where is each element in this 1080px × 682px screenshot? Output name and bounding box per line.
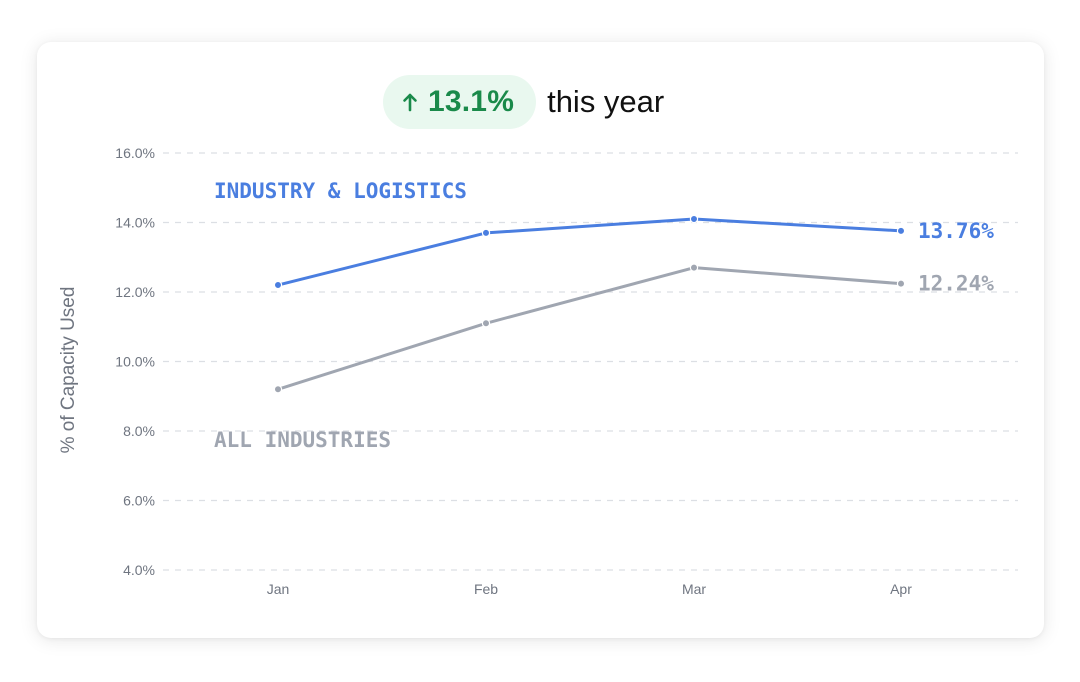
series-line bbox=[276, 217, 903, 287]
data-point bbox=[896, 226, 906, 236]
change-suffix: this year bbox=[547, 84, 665, 119]
y-tick-label: 6.0% bbox=[123, 493, 155, 509]
y-tick-label: 10.0% bbox=[115, 354, 155, 370]
data-point bbox=[689, 263, 699, 272]
y-tick-label: 14.0% bbox=[115, 215, 155, 231]
data-point bbox=[273, 385, 283, 394]
y-tick-label: 8.0% bbox=[123, 423, 155, 439]
data-point bbox=[896, 279, 906, 288]
data-point bbox=[481, 228, 491, 238]
y-tick-label: 12.0% bbox=[115, 284, 155, 300]
data-point bbox=[481, 319, 491, 328]
y-tick-label: 16.0% bbox=[115, 145, 155, 161]
y-axis-label: % of Capacity Used bbox=[58, 287, 79, 454]
x-tick-label: Mar bbox=[682, 581, 706, 597]
end-value-label: 12.24% bbox=[918, 272, 994, 296]
series-name-label: ALL INDUSTRIES bbox=[214, 428, 391, 452]
headline: 13.1% this year bbox=[383, 75, 664, 129]
data-point bbox=[689, 214, 699, 224]
data-point bbox=[273, 280, 283, 290]
series-name-label: INDUSTRY & LOGISTICS bbox=[214, 179, 467, 203]
x-tick-label: Apr bbox=[890, 581, 912, 597]
chart-card bbox=[37, 42, 1044, 638]
x-tick-label: Feb bbox=[474, 581, 498, 597]
change-value: 13.1% bbox=[428, 85, 515, 118]
y-tick-label: 4.0% bbox=[123, 562, 155, 578]
x-tick-label: Jan bbox=[267, 581, 290, 597]
arrow-up-icon bbox=[402, 92, 418, 112]
change-badge: 13.1% bbox=[383, 75, 537, 129]
series-line bbox=[276, 266, 903, 391]
end-value-label: 13.76% bbox=[918, 219, 994, 243]
